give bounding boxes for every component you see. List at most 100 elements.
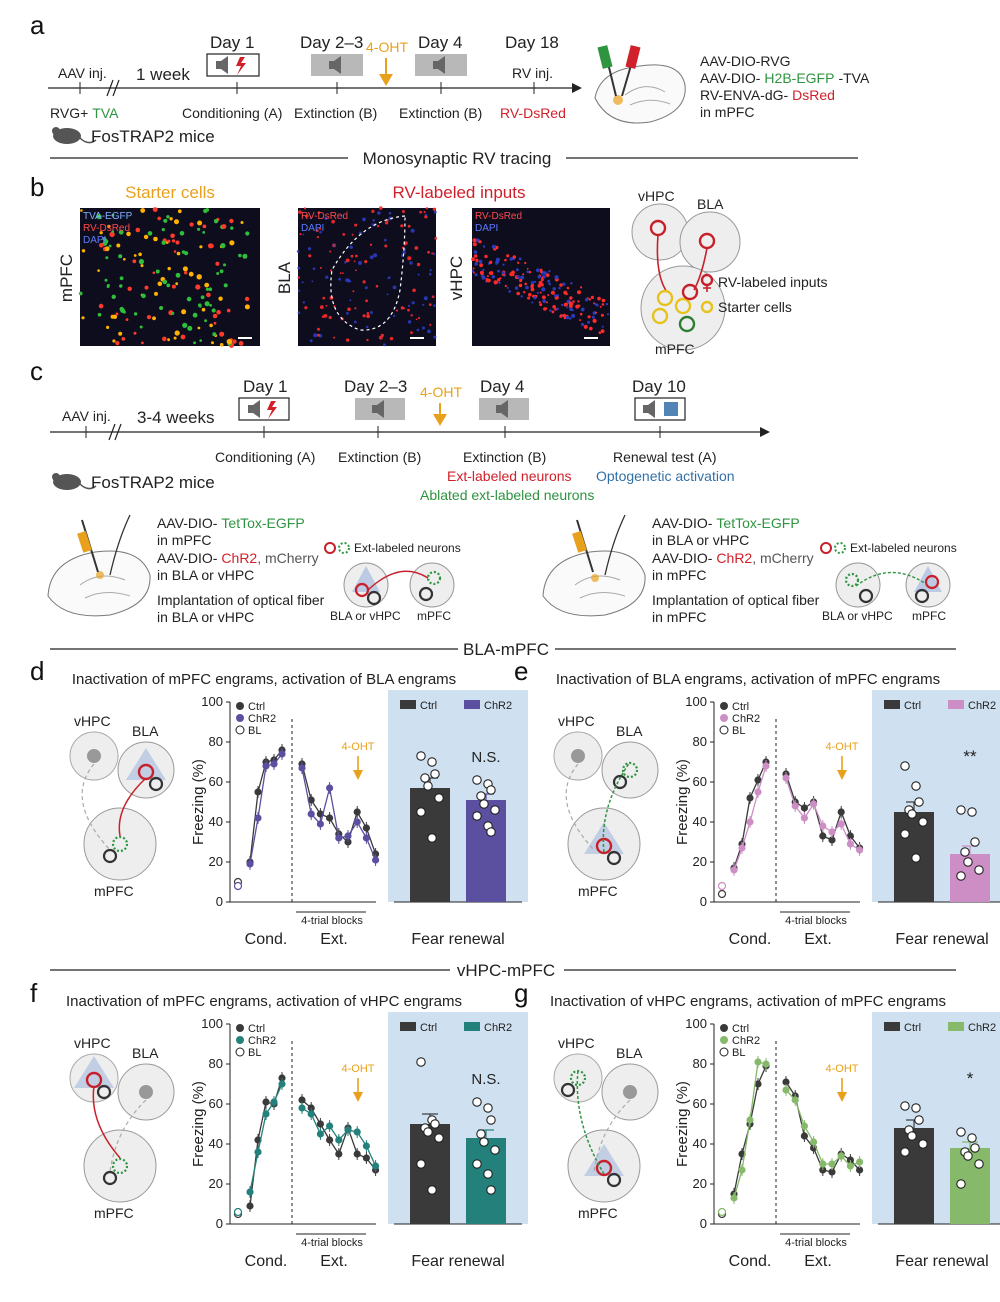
cell-dot <box>308 254 312 258</box>
cell-dot <box>598 331 602 335</box>
cell-dot <box>358 261 362 265</box>
subject-point <box>486 785 496 795</box>
cell-dot <box>122 310 126 314</box>
y-tick-label: 60 <box>693 1096 707 1111</box>
cell-dot <box>204 282 210 288</box>
cell-dot <box>372 219 376 222</box>
day23-label: Day 2–3 <box>300 33 363 52</box>
panel-e: e Inactivation of BLA engrams, activation… <box>514 656 1000 948</box>
legend-label-ctrl: Ctrl <box>732 1023 749 1035</box>
cell-dot <box>433 304 436 307</box>
y-axis-label: Freezing (%) <box>190 759 207 845</box>
data-point <box>344 832 352 840</box>
left-line-5: Implantation of optical fiber <box>157 592 325 608</box>
cell-dot <box>575 304 580 309</box>
cell-dot <box>209 304 213 307</box>
cell-dot <box>139 325 143 329</box>
cell-dot <box>366 312 370 315</box>
img1-label-3: DAPI <box>83 235 106 246</box>
cell-dot <box>563 316 567 320</box>
cell-dot <box>297 266 301 270</box>
subject-point <box>956 871 966 881</box>
bar-legend-swatch-chr2 <box>948 700 964 709</box>
cell-dot <box>297 276 300 279</box>
img1-label-2: RV-DsRed <box>83 223 130 234</box>
cell-dot <box>174 330 180 336</box>
cell-dot <box>569 296 573 300</box>
cell-dot <box>193 341 197 345</box>
cell-dot <box>531 283 534 287</box>
one-week-label: 1 week <box>136 65 190 84</box>
cell-dot <box>407 308 410 312</box>
right-line-1: AAV-DIO- TetTox-EGFP <box>652 515 800 531</box>
img1-label-1: TVA-EGFP <box>83 211 133 222</box>
cell-dot <box>317 333 320 337</box>
cell-dot <box>432 207 437 211</box>
micrograph-mpfc-cells <box>78 207 250 348</box>
cell-dot <box>345 258 350 263</box>
cell-dot <box>498 281 501 284</box>
cell-dot <box>377 211 381 215</box>
cell-dot <box>362 314 366 318</box>
cell-dot <box>379 206 383 210</box>
cell-dot <box>135 227 141 233</box>
cell-dot <box>497 278 501 282</box>
cell-dot <box>232 339 237 344</box>
data-point <box>316 1130 324 1138</box>
cell-dot <box>432 252 436 256</box>
cell-dot <box>238 341 244 346</box>
oht-label: 4-OHT <box>826 741 859 753</box>
inactive-region-dot <box>623 1085 637 1099</box>
cell-dot <box>305 214 309 218</box>
ablated-label: Ablated ext-labeled neurons <box>420 487 594 503</box>
cell-dot <box>144 285 149 290</box>
y-tick-label: 0 <box>700 894 707 909</box>
cell-dot <box>386 293 389 296</box>
right-legend: Ext-labeled neurons <box>850 541 957 555</box>
cell-dot <box>561 303 564 307</box>
region-circle-bottom <box>567 1129 641 1203</box>
weeks-label: 3-4 weeks <box>137 408 214 427</box>
cell-dot <box>147 231 153 236</box>
legend-label-chr2: ChR2 <box>248 713 276 725</box>
cell-dot <box>473 254 478 258</box>
cell-dot <box>302 233 305 236</box>
subject-point <box>490 1145 500 1155</box>
cell-dot <box>355 269 357 272</box>
cell-dot <box>203 208 208 214</box>
extinction-label-2: Extinction (B) <box>399 105 482 121</box>
subject-point <box>476 1129 486 1139</box>
cell-dot <box>162 336 167 342</box>
data-point <box>762 762 770 770</box>
cell-dot <box>323 314 328 318</box>
cell-dot <box>340 214 343 218</box>
cell-dot <box>106 285 110 288</box>
day18-label: Day 18 <box>505 33 559 52</box>
bar-legend-ctrl: Ctrl <box>420 700 437 712</box>
cell-dot <box>565 292 568 296</box>
cell-dot <box>157 216 161 221</box>
series-line <box>733 761 767 869</box>
cell-dot <box>384 221 389 225</box>
cell-dot <box>530 281 534 285</box>
cell-dot <box>132 259 137 264</box>
ext-label: Ext. <box>320 1253 348 1270</box>
cell-dot <box>152 207 158 213</box>
legend-label-bl: BL <box>732 1047 745 1059</box>
cell-dot <box>133 254 137 257</box>
cell-dot <box>431 252 434 255</box>
cell-dot <box>424 213 428 217</box>
data-point <box>810 800 818 808</box>
cell-dot <box>353 320 357 324</box>
y-tick-label: 60 <box>209 1096 223 1111</box>
cell-dot <box>342 233 346 236</box>
cell-dot <box>161 240 166 245</box>
legend-swatch-chr2 <box>720 1036 728 1044</box>
cell-dot <box>600 329 605 334</box>
data-point <box>362 1154 370 1162</box>
cell-dot <box>427 329 431 334</box>
series-chr2 <box>246 1078 380 1198</box>
cell-dot <box>219 331 225 337</box>
cell-dot <box>552 287 556 291</box>
data-point <box>754 788 762 796</box>
